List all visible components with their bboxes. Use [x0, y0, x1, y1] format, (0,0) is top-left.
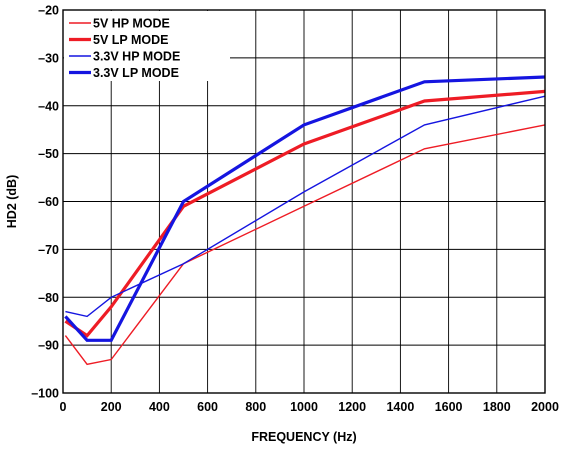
series-line-4 — [64, 75, 546, 342]
x-tick-label: 1600 — [435, 400, 463, 414]
y-axis-label: HD2 (dB) — [5, 175, 19, 228]
x-tick-label: 1800 — [483, 400, 511, 414]
x-tick-label: 1000 — [290, 400, 318, 414]
legend-label: 5V HP MODE — [93, 17, 170, 31]
plot-frame — [62, 9, 546, 394]
legend-background — [64, 11, 230, 81]
y-tick-label: –50 — [38, 147, 59, 161]
x-tick-label: 200 — [101, 400, 122, 414]
x-tick-label: 400 — [149, 400, 170, 414]
y-tick-label: –70 — [38, 243, 59, 257]
y-tick-labels: –100 –90 –80 –70 –60 –50 –40 –30 –20 — [31, 4, 59, 401]
legend-label: 3.3V LP MODE — [93, 66, 179, 80]
x-axis-label: FREQUENCY (Hz) — [251, 430, 356, 444]
series-lines — [64, 75, 546, 366]
legend-label: 5V LP MODE — [93, 33, 168, 47]
series-line-1 — [64, 124, 546, 366]
x-tick-label: 800 — [245, 400, 266, 414]
legend: 5V HP MODE 5V LP MODE 3.3V HP MODE 3.3V LP … — [64, 11, 230, 81]
y-tick-label: –80 — [38, 291, 59, 305]
y-tick-label: –20 — [38, 4, 59, 18]
x-tick-label: 600 — [197, 400, 218, 414]
series-line-3 — [65, 95, 546, 318]
y-tick-label: –90 — [38, 339, 59, 353]
y-tick-label: –60 — [38, 195, 59, 209]
x-tick-label: 2000 — [531, 400, 559, 414]
x-tick-label: 1200 — [338, 400, 366, 414]
y-tick-label: –100 — [31, 387, 59, 401]
legend-label: 3.3V HP MODE — [93, 50, 180, 64]
y-tick-label: –40 — [38, 99, 59, 113]
x-tick-labels: 0 200 400 600 800 1000 1200 1400 1600 1800 2000 — [60, 400, 559, 414]
series-line-2 — [64, 89, 546, 338]
x-tick-label: 0 — [60, 400, 67, 414]
x-tick-label: 1400 — [386, 400, 414, 414]
y-tick-label: –30 — [38, 51, 59, 65]
